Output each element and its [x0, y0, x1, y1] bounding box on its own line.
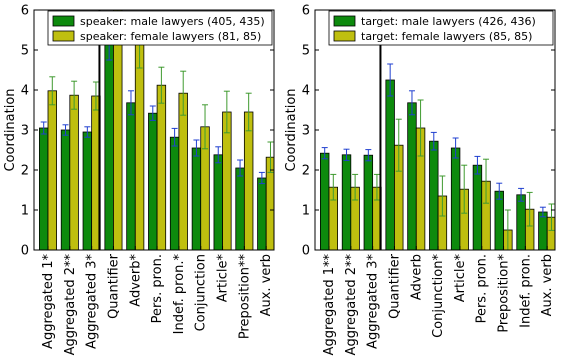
bar-female	[69, 94, 79, 250]
category-label: Aggregated 1**	[322, 254, 337, 356]
y-tick-label: 0	[21, 244, 29, 259]
y-tick-label: 4	[21, 84, 29, 99]
legend-swatch-male	[333, 15, 356, 27]
bar-male	[494, 190, 504, 250]
legend-swatch-female	[333, 30, 356, 42]
bar-male	[429, 140, 439, 250]
bar-female	[156, 84, 167, 250]
bar-male	[104, 43, 114, 250]
legend-label: speaker: female lawyers (81, 85)	[80, 30, 261, 43]
bar-male	[407, 102, 417, 250]
legend-label: target: male lawyers (426, 436)	[361, 15, 536, 28]
bar-male	[341, 154, 352, 250]
bar-male	[363, 154, 374, 250]
y-tick-label: 0	[302, 244, 310, 259]
category-label: Article*	[216, 254, 231, 303]
category-label: Adverb*	[128, 254, 143, 307]
category-label: Conjunction	[194, 254, 209, 331]
bar-female	[47, 90, 58, 250]
category-label: Aggregated 3*	[366, 254, 381, 349]
category-label: Article*	[453, 254, 468, 303]
y-tick-label: 1	[302, 204, 310, 219]
y-tick-label: 5	[21, 44, 29, 59]
bar-male	[516, 194, 526, 250]
bar-male	[169, 136, 180, 250]
bars-group	[39, 10, 274, 250]
y-tick-label: 1	[21, 204, 29, 219]
category-label: Pers. pron.	[475, 254, 490, 323]
legend-swatch-female	[52, 30, 75, 42]
category-label: Indef. pron.	[518, 254, 533, 328]
bar-male	[148, 112, 158, 250]
bar-male	[191, 147, 202, 250]
bar-male	[39, 127, 49, 250]
category-label: Preposition**	[237, 254, 252, 340]
y-tick-label: 2	[302, 164, 310, 179]
category-label: Aggregated 3*	[85, 254, 100, 349]
category-label: Pers. pron.	[150, 254, 165, 323]
category-label: Preposition*	[497, 254, 512, 333]
y-tick-label: 6	[302, 4, 310, 19]
y-tick-label: 3	[21, 124, 29, 139]
y-tick-label: 6	[21, 4, 29, 19]
bar-male	[538, 211, 548, 250]
category-label: Adverb	[409, 254, 424, 300]
bar-male	[213, 154, 223, 250]
bar-male	[60, 129, 71, 250]
bar-female	[134, 43, 145, 250]
chart-left: 0 1 2 3 4 5 6 Coordination Aggregated 1* Aggregat…	[3, 4, 275, 356]
chart-right: 0 1 2 3 4 5 6 Coordination Aggregated 1** Aggrega…	[284, 4, 556, 356]
y-axis-label: Coordination	[3, 88, 18, 171]
bar-male	[126, 102, 136, 250]
bar-male	[257, 177, 267, 250]
bar-male	[319, 152, 330, 250]
bar-female	[113, 10, 123, 250]
category-label: Quantifier	[387, 253, 402, 319]
y-tick-label: 2	[21, 164, 29, 179]
category-label: Aggregated 1*	[41, 254, 56, 349]
y-tick-label: 3	[302, 124, 310, 139]
y-axis-label: Coordination	[284, 88, 299, 171]
category-label: Indef. pron.*	[172, 254, 187, 335]
bars-group	[319, 63, 555, 250]
legend-label: speaker: male lawyers (405, 435)	[80, 15, 265, 28]
bar-male	[82, 131, 93, 250]
bar-male	[235, 167, 245, 250]
category-label: Aggregated 2**	[344, 254, 359, 356]
category-label: Aux. verb	[259, 254, 274, 316]
bar-male	[385, 79, 395, 250]
legend-box	[47, 10, 273, 46]
y-tick-label: 4	[302, 84, 310, 99]
category-label: Quantifier	[106, 253, 121, 319]
category-label: Conjunction*	[431, 254, 446, 338]
bar-female	[178, 92, 188, 250]
legend: target: male lawyers (426, 436) target: f…	[328, 10, 554, 46]
legend-box	[328, 10, 554, 46]
bar-male	[472, 164, 483, 250]
bar-female	[243, 111, 254, 250]
category-label: Aggregated 2**	[63, 254, 78, 356]
legend-label: target: female lawyers (85, 85)	[361, 30, 532, 43]
y-tick-label: 5	[302, 44, 310, 59]
legend: speaker: male lawyers (405, 435) speaker:…	[47, 10, 273, 46]
bar-male	[450, 147, 461, 250]
category-label: Aux. verb	[540, 254, 555, 316]
legend-swatch-male	[52, 15, 75, 27]
